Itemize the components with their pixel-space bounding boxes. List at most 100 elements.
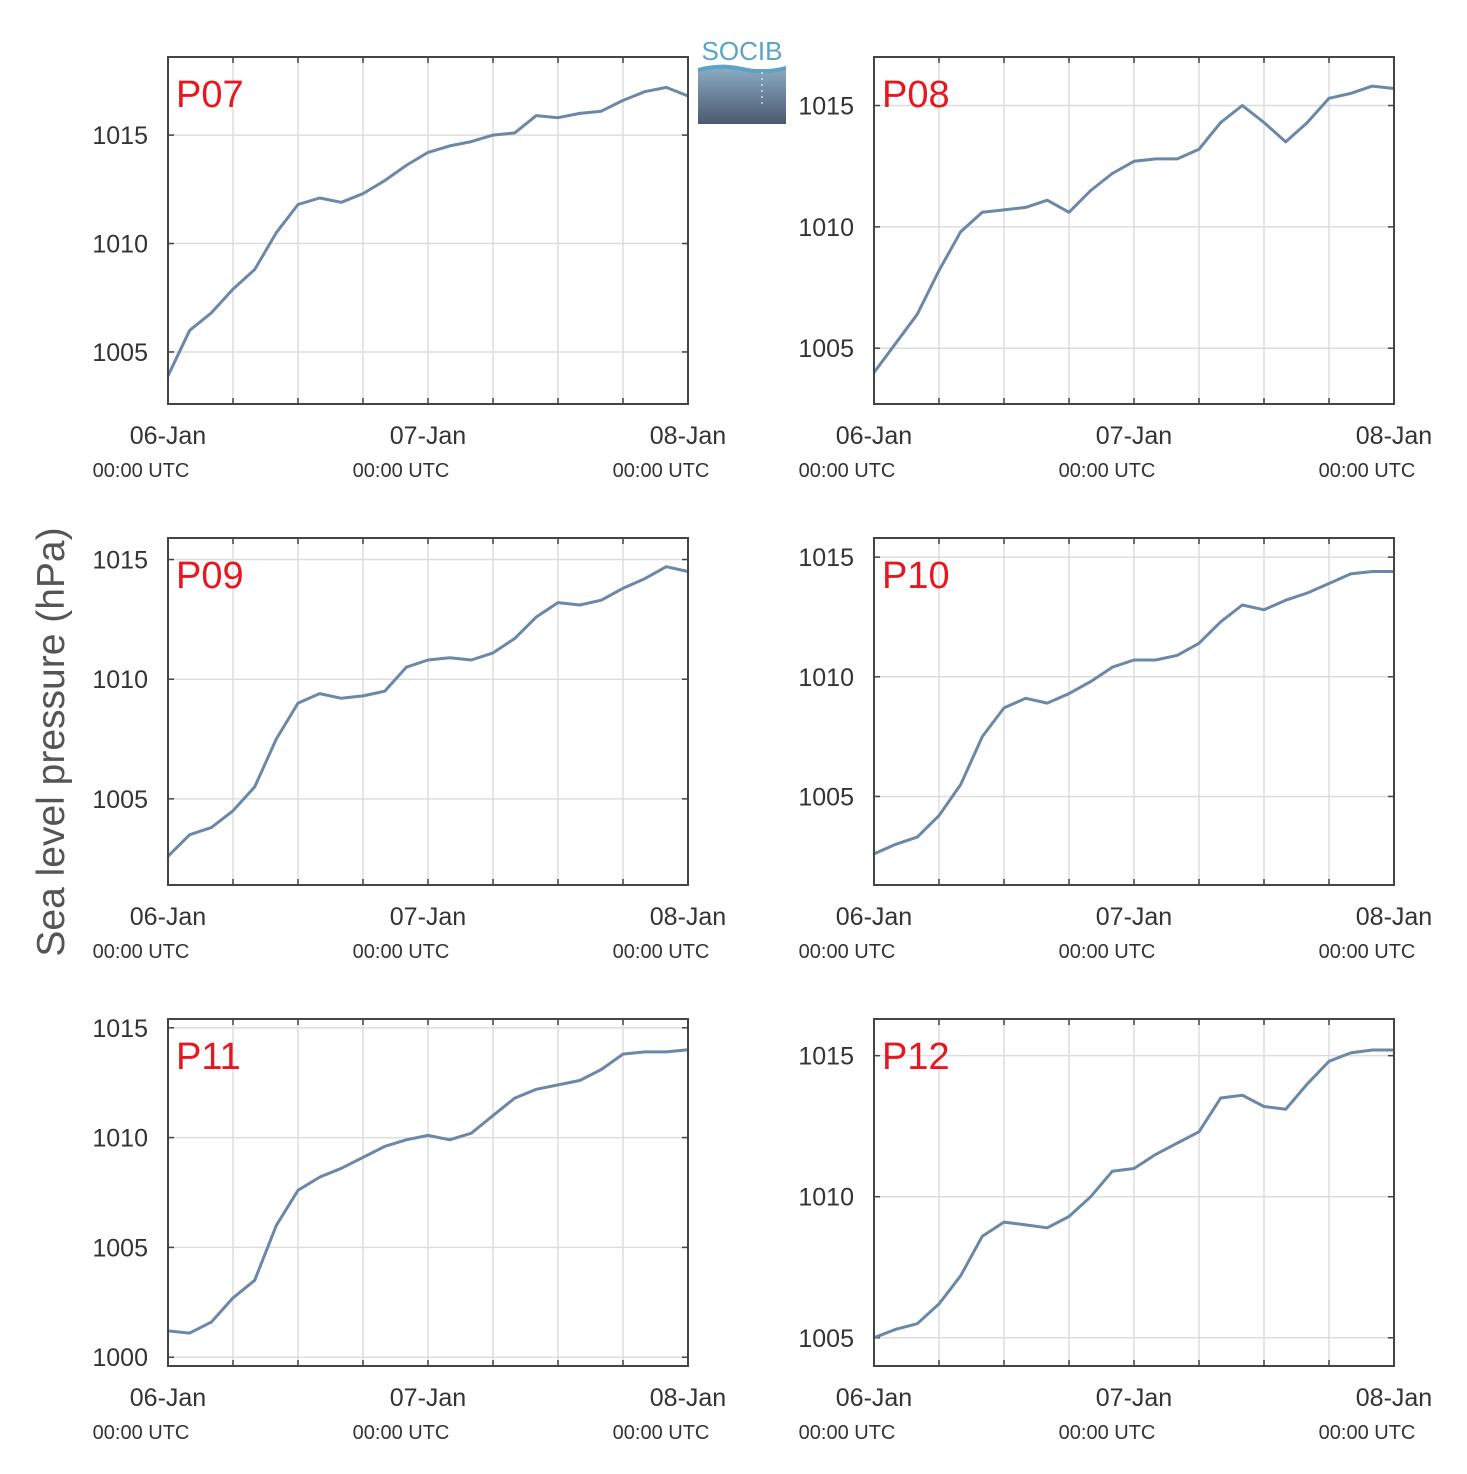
- data-point: [578, 603, 581, 607]
- y-tick-label: 1015: [92, 547, 148, 575]
- data-point: [296, 701, 300, 705]
- data-point: [1349, 92, 1352, 95]
- data-point: [894, 342, 897, 345]
- data-point: [916, 1322, 919, 1325]
- panel-title: P12: [882, 1036, 950, 1078]
- data-point: [1154, 658, 1157, 662]
- y-tick-label: 1010: [92, 231, 148, 259]
- data-point: [1176, 157, 1179, 161]
- data-point: [1002, 1220, 1006, 1224]
- data-point: [1067, 211, 1071, 214]
- data-point: [1089, 680, 1092, 683]
- panel-title: P09: [176, 555, 244, 597]
- data-point: [665, 86, 668, 89]
- x-tick-label: 06-Jan: [836, 1384, 912, 1412]
- x-tick-sublabel: 00:00 UTC: [1319, 1422, 1416, 1444]
- data-point: [188, 329, 191, 332]
- x-tick-sublabel: 00:00 UTC: [353, 460, 450, 482]
- y-tick-label: 1005: [798, 1325, 854, 1353]
- data-point: [621, 587, 625, 590]
- y-tick-label: 1010: [798, 214, 854, 242]
- x-tick-label: 08-Jan: [650, 903, 726, 931]
- data-point: [231, 1296, 235, 1300]
- data-point: [1111, 1170, 1114, 1173]
- data-point: [556, 1083, 560, 1087]
- data-point: [937, 1302, 941, 1306]
- data-point: [1327, 1060, 1331, 1063]
- data-point: [470, 140, 473, 143]
- data-point: [275, 231, 278, 234]
- x-tick-label: 07-Jan: [1096, 1384, 1172, 1412]
- x-tick-sublabel: 00:00 UTC: [93, 460, 190, 482]
- x-tick-sublabel: 00:00 UTC: [1319, 460, 1416, 482]
- plot-frame: [873, 56, 1395, 405]
- x-tick-sublabel: 00:00 UTC: [93, 941, 190, 963]
- data-point: [1197, 1130, 1201, 1134]
- x-tick-label: 08-Jan: [650, 422, 726, 450]
- data-point: [959, 230, 962, 233]
- x-tick-sublabel: 00:00 UTC: [93, 1422, 190, 1444]
- y-tick-label: 1000: [92, 1344, 148, 1372]
- data-point: [1176, 654, 1179, 657]
- data-point: [361, 694, 365, 698]
- panel-title: P08: [882, 74, 950, 116]
- data-point: [1024, 206, 1027, 209]
- data-point: [1371, 570, 1374, 573]
- data-point: [383, 1145, 386, 1148]
- data-point: [361, 192, 365, 195]
- data-point: [643, 90, 646, 93]
- data-point: [578, 112, 581, 115]
- y-axis-label: Sea level pressure (hPa): [30, 527, 73, 957]
- socib-logo: SOCIB: [698, 36, 786, 124]
- x-tick-label: 06-Jan: [130, 903, 206, 931]
- data-point: [981, 1235, 984, 1238]
- data-point: [1327, 582, 1331, 585]
- data-point: [894, 1328, 897, 1331]
- data-point: [491, 1114, 495, 1117]
- data-point: [1306, 121, 1309, 124]
- data-point: [426, 658, 430, 662]
- data-point: [231, 287, 235, 291]
- data-point: [665, 1050, 668, 1054]
- data-point: [426, 1134, 430, 1137]
- logo-wave-icon: [698, 64, 786, 124]
- x-tick-label: 08-Jan: [650, 1384, 726, 1412]
- data-point: [1154, 1153, 1157, 1156]
- data-point: [1241, 104, 1244, 107]
- data-point: [1284, 140, 1287, 144]
- data-point: [1132, 658, 1136, 662]
- data-point: [513, 1096, 516, 1100]
- data-point: [1024, 697, 1027, 700]
- data-point: [1176, 1141, 1179, 1145]
- plot-frame: [167, 56, 689, 405]
- data-point: [188, 833, 191, 836]
- data-point: [340, 1167, 343, 1170]
- data-point: [383, 689, 386, 693]
- y-tick-label: 1015: [92, 1015, 148, 1043]
- data-point: [1219, 620, 1222, 623]
- data-point: [535, 1088, 538, 1091]
- data-point: [1111, 172, 1114, 175]
- x-tick-sublabel: 00:00 UTC: [1059, 460, 1156, 482]
- data-point: [1219, 121, 1222, 124]
- data-point: [1046, 701, 1049, 705]
- data-point: [405, 1138, 408, 1141]
- data-point: [253, 1279, 256, 1282]
- data-point: [643, 1050, 646, 1054]
- y-tick-label: 1005: [92, 786, 148, 814]
- x-tick-label: 07-Jan: [1096, 903, 1172, 931]
- data-point: [1306, 1082, 1309, 1086]
- data-point: [1284, 1108, 1287, 1111]
- panel-title: P10: [882, 555, 950, 597]
- y-tick-label: 1015: [798, 544, 854, 572]
- data-point: [1327, 97, 1331, 100]
- data-point: [1046, 1226, 1049, 1229]
- data-point: [275, 737, 278, 741]
- data-point: [1197, 642, 1201, 645]
- data-point: [470, 1132, 473, 1135]
- data-point: [937, 269, 941, 272]
- data-point: [1371, 84, 1374, 88]
- data-point: [318, 196, 321, 200]
- y-tick-label: 1015: [92, 122, 148, 150]
